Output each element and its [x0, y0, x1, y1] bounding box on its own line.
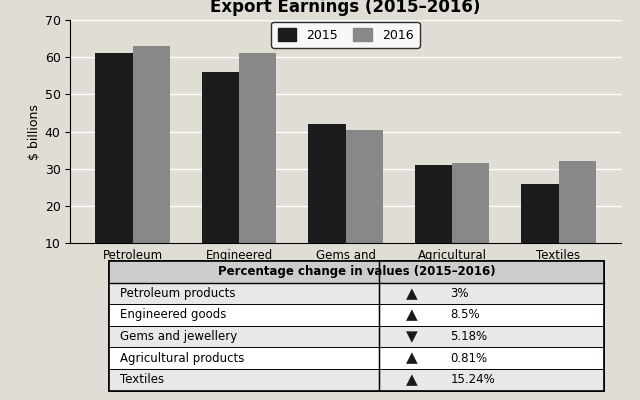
Bar: [202, 72, 239, 280]
Text: Petroleum products: Petroleum products: [120, 287, 236, 300]
Bar: [109, 283, 604, 304]
Text: Agricultural products: Agricultural products: [120, 352, 244, 365]
Bar: [559, 161, 596, 280]
Bar: [239, 54, 276, 280]
Legend: 2015, 2016: 2015, 2016: [271, 22, 420, 48]
Text: ▲: ▲: [406, 308, 417, 322]
Text: ▲: ▲: [406, 286, 417, 301]
Bar: [452, 163, 490, 280]
Text: 8.5%: 8.5%: [450, 308, 480, 322]
X-axis label: Product Category: Product Category: [277, 280, 414, 294]
Text: 0.81%: 0.81%: [450, 352, 487, 365]
Bar: [95, 54, 132, 280]
Bar: [521, 184, 559, 280]
Text: Engineered goods: Engineered goods: [120, 308, 227, 322]
Bar: [109, 261, 604, 283]
Text: Gems and jewellery: Gems and jewellery: [120, 330, 237, 343]
Bar: [109, 304, 604, 326]
Bar: [109, 261, 604, 390]
Bar: [109, 369, 604, 390]
Text: 3%: 3%: [450, 287, 468, 300]
Text: Textiles: Textiles: [120, 373, 164, 386]
Text: ▲: ▲: [406, 351, 417, 366]
Y-axis label: $ billions: $ billions: [28, 104, 40, 160]
Text: 5.18%: 5.18%: [450, 330, 487, 343]
Title: Export Earnings (2015–2016): Export Earnings (2015–2016): [211, 0, 481, 16]
Bar: [346, 130, 383, 280]
Bar: [132, 46, 170, 280]
Bar: [308, 124, 346, 280]
Bar: [109, 347, 604, 369]
Text: ▲: ▲: [406, 372, 417, 387]
Text: 15.24%: 15.24%: [450, 373, 495, 386]
Bar: [109, 326, 604, 347]
Bar: [415, 165, 452, 280]
Bar: [109, 261, 604, 390]
Text: Percentage change in values (2015–2016): Percentage change in values (2015–2016): [218, 265, 495, 278]
Text: ▼: ▼: [406, 329, 417, 344]
